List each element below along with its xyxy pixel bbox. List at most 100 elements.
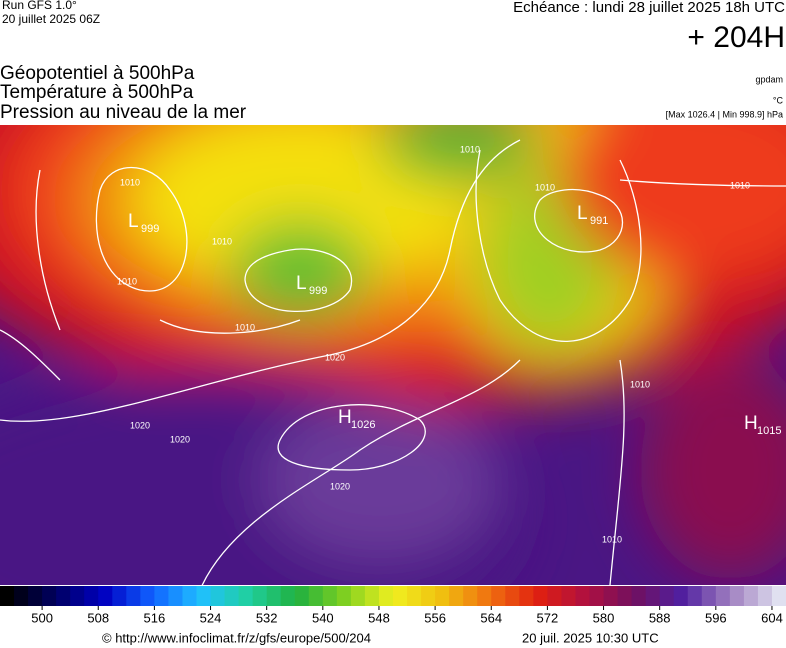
colorbar-swatch bbox=[224, 586, 240, 606]
isobar-label: 1010 bbox=[460, 144, 480, 154]
colorbar-label: 556 bbox=[424, 610, 446, 625]
center-symbol: H bbox=[744, 413, 758, 434]
colorbar-swatch bbox=[238, 586, 254, 606]
colorbar-swatch bbox=[0, 586, 15, 606]
isobar-label: 1010 bbox=[212, 236, 232, 246]
colorbar-swatch bbox=[350, 586, 366, 606]
center-symbol: L bbox=[577, 203, 588, 224]
field: Température à 500hPa bbox=[0, 82, 194, 103]
colorbar-swatch bbox=[533, 586, 548, 606]
colorbar-swatch bbox=[182, 586, 197, 606]
lead-time: + 204H bbox=[687, 21, 785, 54]
colorbar-swatch bbox=[645, 586, 661, 606]
colorbar-label: 572 bbox=[537, 610, 559, 625]
colorbar-swatch bbox=[491, 586, 506, 606]
isobar-label: 1010 bbox=[730, 180, 750, 190]
colorbar-swatch bbox=[70, 586, 85, 606]
isobar-label: 1010 bbox=[535, 182, 555, 192]
colorbar-swatch bbox=[14, 586, 29, 606]
colorbar-label: 580 bbox=[593, 610, 615, 625]
colorbar-label: 548 bbox=[368, 610, 390, 625]
colorbar-swatch bbox=[168, 586, 183, 606]
center-value: 999 bbox=[141, 223, 159, 235]
colorbar-swatch bbox=[575, 586, 590, 606]
colorbar-swatch bbox=[715, 586, 731, 606]
unit: °C bbox=[773, 95, 784, 105]
colorbar-swatch bbox=[757, 586, 773, 606]
colorbar-swatch bbox=[505, 586, 520, 606]
isobar-label: 1010 bbox=[117, 276, 137, 286]
isobar-label: 1020 bbox=[170, 434, 190, 444]
issued: 20 juil. 2025 10:30 UTC bbox=[522, 630, 659, 645]
colorbar-swatch bbox=[252, 586, 268, 606]
colorbar-swatch bbox=[421, 586, 436, 606]
colorbar-swatch bbox=[154, 586, 169, 606]
colorbar-label: 540 bbox=[312, 610, 334, 625]
colorbar-swatch bbox=[673, 586, 689, 606]
colorbar-label: 564 bbox=[480, 610, 502, 625]
colorbar-swatch bbox=[449, 586, 464, 606]
colorbar-swatch bbox=[771, 586, 786, 606]
colorbar-label: 508 bbox=[87, 610, 109, 625]
field: Pression au niveau de la mer bbox=[0, 102, 247, 123]
colorbar-swatch bbox=[308, 586, 324, 606]
colorbar-swatch bbox=[28, 586, 43, 606]
colorbar-swatch bbox=[603, 586, 619, 606]
colorbar-swatch bbox=[294, 586, 310, 606]
isobar-label: 1020 bbox=[330, 481, 350, 491]
center-value: 991 bbox=[590, 215, 608, 227]
run: Run GFS 1.0° bbox=[2, 0, 77, 12]
field: Géopotentiel à 500hPa bbox=[0, 63, 195, 84]
colorbar-swatch bbox=[407, 586, 422, 606]
colorbar-swatch bbox=[477, 586, 492, 606]
isobar-label: 1020 bbox=[130, 420, 150, 430]
isobars bbox=[0, 139, 786, 585]
colorbar-swatch bbox=[210, 586, 226, 606]
colorbar-swatch bbox=[266, 586, 282, 606]
colorbar-swatch bbox=[617, 586, 633, 606]
center-value: 1015 bbox=[757, 425, 781, 437]
colorbar-swatch bbox=[463, 586, 478, 606]
center-symbol: L bbox=[128, 211, 139, 232]
colorbar-swatch bbox=[393, 586, 408, 606]
colorbar-swatch bbox=[687, 586, 703, 606]
colorbar-label: 516 bbox=[144, 610, 166, 625]
colorbar-swatch bbox=[631, 586, 647, 606]
source: © http://www.infoclimat.fr/z/gfs/europe/… bbox=[102, 630, 371, 645]
center-value: 1026 bbox=[351, 419, 375, 431]
colorbar-swatch bbox=[701, 586, 717, 606]
center-value: 999 bbox=[309, 285, 327, 297]
isobar-label: 1020 bbox=[325, 352, 345, 362]
colorbar-swatch bbox=[196, 586, 212, 606]
colorbar-swatch bbox=[84, 586, 99, 606]
colorbar-swatch bbox=[42, 586, 57, 606]
colorbar: 500 508 516 524 532 540 548 556 564 572 580 588 596 6… bbox=[0, 586, 786, 625]
colorbar-swatch bbox=[435, 586, 450, 606]
isobar-label: 1010 bbox=[235, 322, 255, 332]
colorbar-swatch bbox=[378, 586, 394, 606]
run-date: 20 juillet 2025 06Z bbox=[2, 12, 100, 26]
colorbar-label: 532 bbox=[256, 610, 278, 625]
isobar-label: 1010 bbox=[602, 534, 622, 544]
colorbar-label: 596 bbox=[705, 610, 727, 625]
colorbar-swatch bbox=[519, 586, 534, 606]
colorbar-swatch bbox=[322, 586, 338, 606]
colorbar-label: 604 bbox=[761, 610, 783, 625]
colorbar-label: 524 bbox=[200, 610, 222, 625]
unit: [Max 1026.4 | Min 998.9] hPa bbox=[666, 109, 783, 119]
colorbar-swatch bbox=[547, 586, 562, 606]
colorbar-swatch bbox=[280, 586, 296, 606]
colorbar-swatch bbox=[56, 586, 71, 606]
colorbar-swatch bbox=[743, 586, 759, 606]
colorbar-swatch bbox=[659, 586, 675, 606]
isobar-label: 1010 bbox=[120, 177, 140, 187]
colorbar-swatch bbox=[98, 586, 113, 606]
isobar-label: 1010 bbox=[630, 379, 650, 389]
colorbar-label: 500 bbox=[31, 610, 53, 625]
colorbar-swatch bbox=[336, 586, 352, 606]
colorbar-swatch bbox=[140, 586, 155, 606]
center-symbol: L bbox=[296, 273, 307, 294]
forecast-time: Echéance : lundi 28 juillet 2025 18h UTC bbox=[513, 0, 785, 16]
